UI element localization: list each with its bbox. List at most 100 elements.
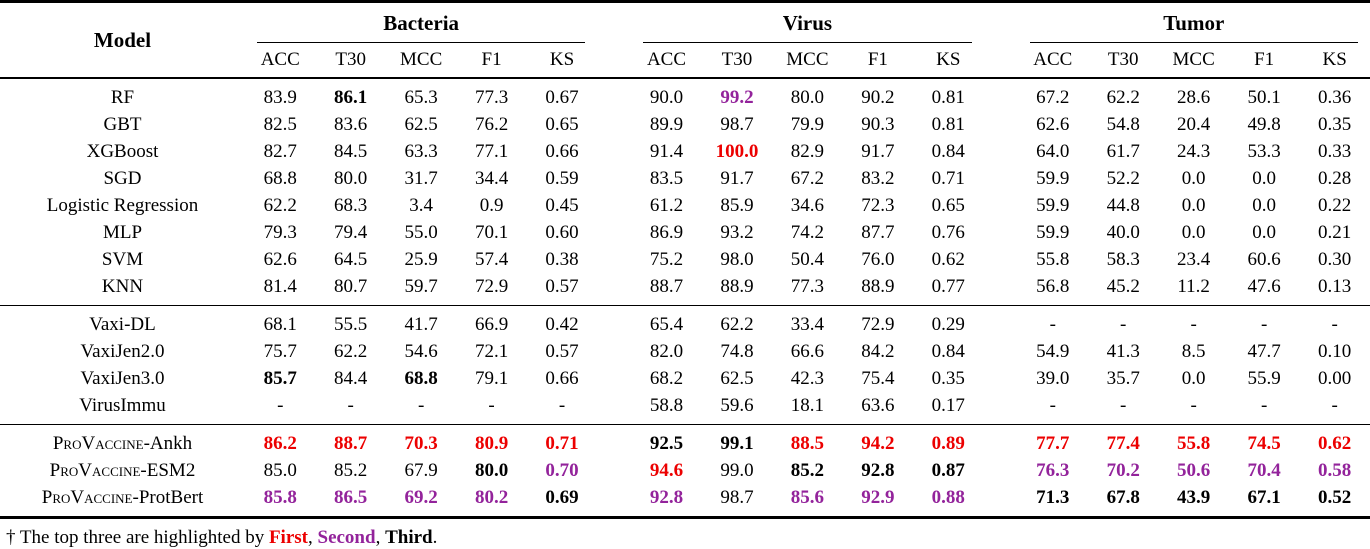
column-gap (597, 306, 631, 339)
results-table: Model Bacteria Virus Tumor ACC T30 MCC F1 KS… (0, 0, 1370, 519)
column-gap (984, 338, 1018, 365)
metric-cell: 67.2 (1036, 86, 1070, 108)
metric-cell: 70.3 (404, 432, 438, 454)
metric-cell: 41.7 (404, 313, 438, 335)
model-name: MLP (102, 221, 143, 243)
metric-cell: 85.8 (245, 484, 316, 519)
metric-cell: 83.9 (263, 86, 297, 108)
metric-cell: 0.0 (1181, 167, 1206, 189)
metric-cell: 81.4 (245, 273, 316, 306)
footnote-second-label: Second (317, 527, 376, 548)
metric-cell: 34.6 (790, 194, 825, 216)
metric-cell: 0.71 (931, 167, 965, 189)
column-gap (597, 425, 631, 458)
metric-cell: 80.7 (315, 273, 386, 306)
metric-cell: 93.2 (720, 221, 754, 243)
metric-cell: 70.1 (474, 221, 509, 243)
metric-cell: 94.6 (649, 459, 684, 481)
model-name: RF (110, 86, 135, 108)
metric-cell: 25.9 (404, 248, 438, 270)
metric-header-tumor-f1: F1 (1228, 43, 1300, 79)
model-name: SGD (103, 167, 142, 189)
metric-cell: 24.3 (1177, 140, 1211, 162)
metric-cell: 0.65 (545, 113, 579, 135)
metric-cell: 0.36 (1318, 86, 1352, 108)
metric-cell: 61.7 (1106, 140, 1140, 162)
metric-cell: 0.00 (1318, 367, 1352, 389)
metric-cell: 76.3 (1036, 459, 1070, 481)
metric-cell: 69.2 (385, 484, 457, 519)
metric-cell: 90.0 (649, 86, 684, 108)
table-row: XGBoost 82.7 84.5 63.3 77.1 0.66 91.4 100.0 82.9… (0, 138, 1370, 165)
metric-cell: 77.4 (1106, 432, 1140, 454)
metric-cell: 62.6 (1036, 113, 1070, 135)
metric-cell: 88.5 (790, 432, 825, 454)
metric-cell: 35.7 (1106, 367, 1140, 389)
section-classical-models: RF 83.9 86.1 65.3 77.3 0.67 90.0 99.2 80.0 90.2 0.… (0, 78, 1370, 306)
metric-cell: 91.7 (720, 167, 754, 189)
metric-cell: 0.0 (1181, 194, 1206, 216)
metric-cell: 0.57 (545, 340, 579, 362)
metric-cell: 58.3 (1106, 248, 1140, 270)
metric-cell: 62.5 (720, 367, 754, 389)
metric-cell: 88.7 (631, 273, 702, 306)
metric-cell: 0.0 (1181, 221, 1206, 243)
metric-cell: 18.1 (772, 392, 843, 425)
metric-header-bacteria-f1: F1 (456, 43, 527, 79)
column-gap (597, 457, 631, 484)
metric-header-row: ACC T30 MCC F1 KS ACC T30 MCC F1 KS ACC T30 MCC F1 KS (0, 43, 1370, 79)
metric-cell: 67.2 (790, 167, 825, 189)
column-gap (597, 219, 631, 246)
table-row: SVM 62.6 64.5 25.9 57.4 0.38 75.2 98.0 50.4 76.0 0… (0, 246, 1370, 273)
metric-cell: - (1049, 313, 1056, 335)
metric-cell: 68.2 (649, 367, 684, 389)
model-name-suffix: -ProtBert (132, 486, 204, 508)
table-row: MLP 79.3 79.4 55.0 70.1 0.60 86.9 93.2 74.2 87.7 0… (0, 219, 1370, 246)
table-row: VaxiJen2.0 75.7 62.2 54.6 72.1 0.57 82.0 74.8 66… (0, 338, 1370, 365)
metric-cell: 80.0 (474, 459, 509, 481)
column-gap (597, 338, 631, 365)
metric-cell: 0.71 (545, 432, 579, 454)
metric-cell: 55.0 (404, 221, 438, 243)
metric-header-virus-mcc: MCC (772, 43, 843, 79)
metric-cell: 0.89 (931, 432, 965, 454)
metric-header-bacteria-acc: ACC (245, 43, 316, 79)
metric-cell: 62.6 (263, 248, 297, 270)
metric-cell: 80.9 (474, 432, 509, 454)
metric-cell: 55.5 (334, 313, 368, 335)
metric-cell: 0.52 (1299, 484, 1370, 519)
metric-cell: 0.77 (913, 273, 984, 306)
metric-cell: 0.60 (545, 221, 579, 243)
metric-cell: 59.9 (1036, 167, 1070, 189)
table-row: RF 83.9 86.1 65.3 77.3 0.67 90.0 99.2 80.0 90.2 0.… (0, 78, 1370, 111)
metric-cell: 0.0 (1181, 367, 1206, 389)
metric-cell: 0.28 (1318, 167, 1352, 189)
metric-cell: 60.6 (1247, 248, 1281, 270)
metric-cell: 91.7 (861, 140, 895, 162)
metric-cell: 82.5 (263, 113, 297, 135)
metric-cell: 90.2 (861, 86, 895, 108)
metric-cell: 87.7 (861, 221, 895, 243)
metric-cell: - (315, 392, 386, 425)
model-name: GBT (103, 113, 142, 135)
metric-cell: 68.8 (263, 167, 297, 189)
metric-cell: 98.7 (720, 113, 754, 135)
section-prior-tools: Vaxi-DL 68.1 55.5 41.7 66.9 0.42 65.4 62.2 33.4 7… (0, 306, 1370, 425)
metric-cell: 92.8 (861, 459, 895, 481)
metric-header-bacteria-t30: T30 (315, 43, 386, 79)
metric-header-tumor-t30: T30 (1087, 43, 1159, 79)
metric-cell: 98.7 (701, 484, 773, 519)
metric-cell: 84.5 (334, 140, 368, 162)
metric-cell: 75.7 (263, 340, 297, 362)
metric-cell: 39.0 (1036, 367, 1070, 389)
metric-cell: 82.0 (649, 340, 684, 362)
table-footnote: † The top three are highlighted by First… (0, 519, 1370, 549)
metric-cell: 89.9 (649, 113, 684, 135)
metric-cell: 59.9 (1036, 194, 1070, 216)
column-gap (597, 365, 631, 392)
column-gap (597, 484, 632, 519)
model-name-suffix: -ESM2 (140, 459, 196, 481)
metric-cell: - (526, 392, 598, 425)
metric-cell: 72.9 (456, 273, 527, 306)
metric-cell: 0.0 (1252, 194, 1276, 216)
